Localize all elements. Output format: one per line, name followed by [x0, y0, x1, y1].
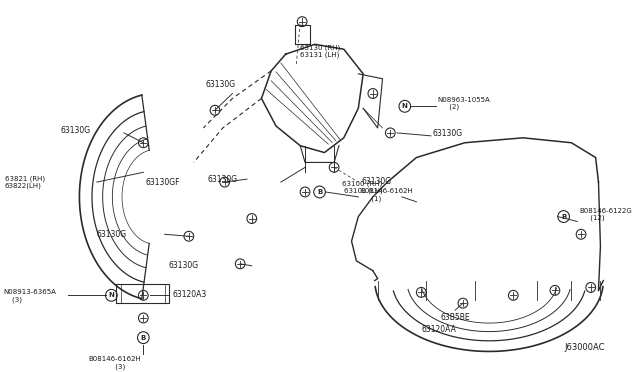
- Text: J63000AC: J63000AC: [564, 343, 605, 352]
- Text: B: B: [317, 189, 322, 195]
- Text: N: N: [108, 292, 115, 298]
- Text: 63100 (RH)
6310L (LH): 63100 (RH) 6310L (LH): [342, 180, 383, 194]
- Text: 63130G: 63130G: [205, 80, 236, 89]
- Text: B: B: [141, 335, 146, 341]
- Text: 63B5BE: 63B5BE: [440, 313, 470, 322]
- Text: B08146-6122G
     (12): B08146-6122G (12): [579, 208, 632, 221]
- Text: 63120A3: 63120A3: [172, 290, 207, 299]
- Text: 63120AA: 63120AA: [421, 325, 456, 334]
- Text: 63130G: 63130G: [168, 261, 198, 270]
- Text: 63130G: 63130G: [60, 126, 90, 135]
- Text: 63130G: 63130G: [433, 129, 463, 138]
- Text: 63130 (RH)
63131 (LH): 63130 (RH) 63131 (LH): [300, 44, 340, 58]
- Text: B: B: [561, 214, 566, 219]
- Text: N08913-6365A
    (3): N08913-6365A (3): [3, 289, 56, 303]
- Text: 63130G: 63130G: [97, 230, 127, 239]
- Text: 63130G: 63130G: [361, 177, 391, 186]
- Text: N: N: [402, 103, 408, 109]
- Text: 63130GF: 63130GF: [146, 177, 180, 187]
- Text: 63130G: 63130G: [207, 175, 237, 184]
- Text: 63821 (RH)
63822(LH): 63821 (RH) 63822(LH): [5, 175, 45, 189]
- Text: B08146-6162H
     (3): B08146-6162H (3): [88, 356, 141, 370]
- Text: B08146-6162H
     (1): B08146-6162H (1): [360, 188, 413, 202]
- Text: N08963-1055A
     (2): N08963-1055A (2): [438, 97, 490, 110]
